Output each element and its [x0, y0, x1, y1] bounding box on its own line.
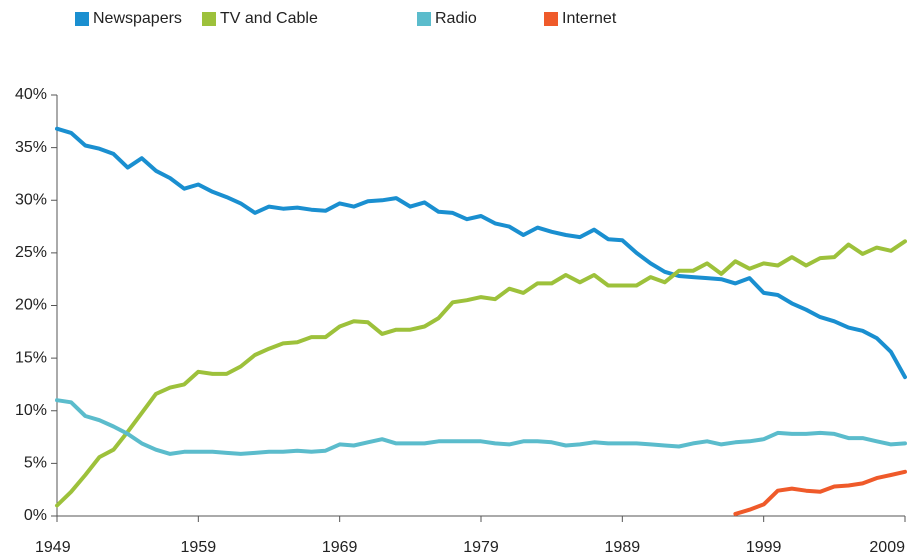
y-tick-label: 10%: [15, 402, 47, 419]
x-tick-label: 2009: [869, 539, 905, 556]
x-tick-label: 1949: [35, 539, 71, 556]
series-line: [55, 398, 907, 456]
x-tick-label: 1969: [322, 539, 358, 556]
x-tick-label: 1979: [463, 539, 499, 556]
x-tick-label: 1959: [181, 539, 217, 556]
x-tick-label: 1989: [605, 539, 641, 556]
y-tick-label: 35%: [15, 139, 47, 156]
legend-label: Internet: [562, 10, 617, 27]
y-tick-label: 40%: [15, 86, 47, 103]
legend-swatch: [202, 12, 216, 26]
x-tick-label: 1999: [746, 539, 782, 556]
y-tick-label: 5%: [24, 455, 47, 472]
y-tick-label: 25%: [15, 244, 47, 261]
legend-label: Radio: [435, 10, 477, 27]
legend-swatch: [417, 12, 431, 26]
y-tick-label: 15%: [15, 349, 47, 366]
y-tick-label: 30%: [15, 191, 47, 208]
series-line: [55, 239, 907, 508]
legend-label: Newspapers: [93, 10, 182, 27]
y-tick-label: 20%: [15, 297, 47, 314]
series-line: [733, 469, 907, 516]
legend-label: TV and Cable: [220, 10, 318, 27]
series-line: [55, 126, 907, 380]
y-tick-label: 0%: [24, 507, 47, 524]
legend-swatch: [75, 12, 89, 26]
legend-swatch: [544, 12, 558, 26]
